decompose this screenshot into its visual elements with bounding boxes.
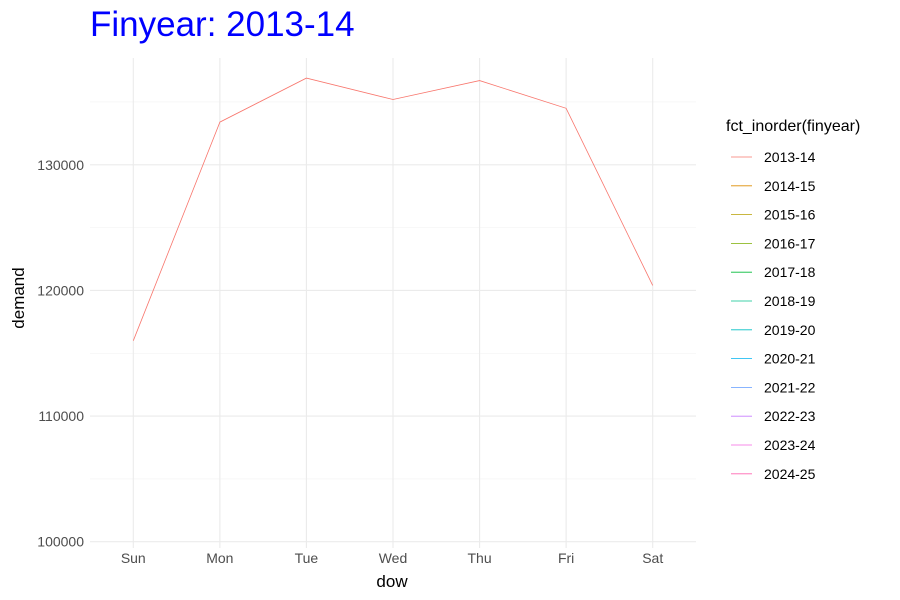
y-tick-label: 110000 [38, 408, 84, 424]
y-axis: 100000 110000 120000 130000 [37, 157, 84, 550]
y-tick-label: 120000 [37, 282, 84, 298]
x-axis: Sun Mon Tue Wed Thu Fri Sat [121, 550, 664, 566]
x-tick-label: Sat [642, 550, 663, 566]
grid [90, 58, 696, 548]
legend-label: 2022-23 [764, 408, 816, 424]
legend-label: 2015-16 [764, 207, 816, 223]
x-axis-title: dow [376, 572, 408, 591]
legend-label: 2017-18 [764, 264, 816, 280]
legend-label: 2014-15 [764, 178, 816, 194]
chart-title: Finyear: 2013-14 [90, 5, 355, 44]
x-tick-label: Wed [379, 550, 408, 566]
legend-label: 2013-14 [764, 149, 816, 165]
x-tick-label: Sun [121, 550, 146, 566]
x-tick-label: Mon [206, 550, 233, 566]
legend-label: 2019-20 [764, 322, 816, 338]
y-tick-label: 100000 [37, 534, 84, 550]
legend: 2013-14 2014-15 2015-16 2016-17 2017-18 2018-… [731, 149, 816, 482]
series-line-2013-14 [132, 77, 654, 341]
x-tick-label: Thu [468, 550, 492, 566]
x-tick-label: Fri [558, 550, 574, 566]
legend-label: 2021-22 [764, 379, 816, 395]
series-layer [132, 77, 654, 341]
legend-label: 2023-24 [764, 437, 816, 453]
legend-label: 2016-17 [764, 235, 816, 251]
legend-label: 2024-25 [764, 466, 816, 482]
legend-label: 2020-21 [764, 351, 816, 367]
legend-label: 2018-19 [764, 293, 816, 309]
legend-title: fct_inorder(finyear) [726, 118, 860, 135]
y-tick-label: 130000 [37, 157, 84, 173]
y-axis-title: demand [9, 267, 28, 328]
x-tick-label: Tue [295, 550, 319, 566]
